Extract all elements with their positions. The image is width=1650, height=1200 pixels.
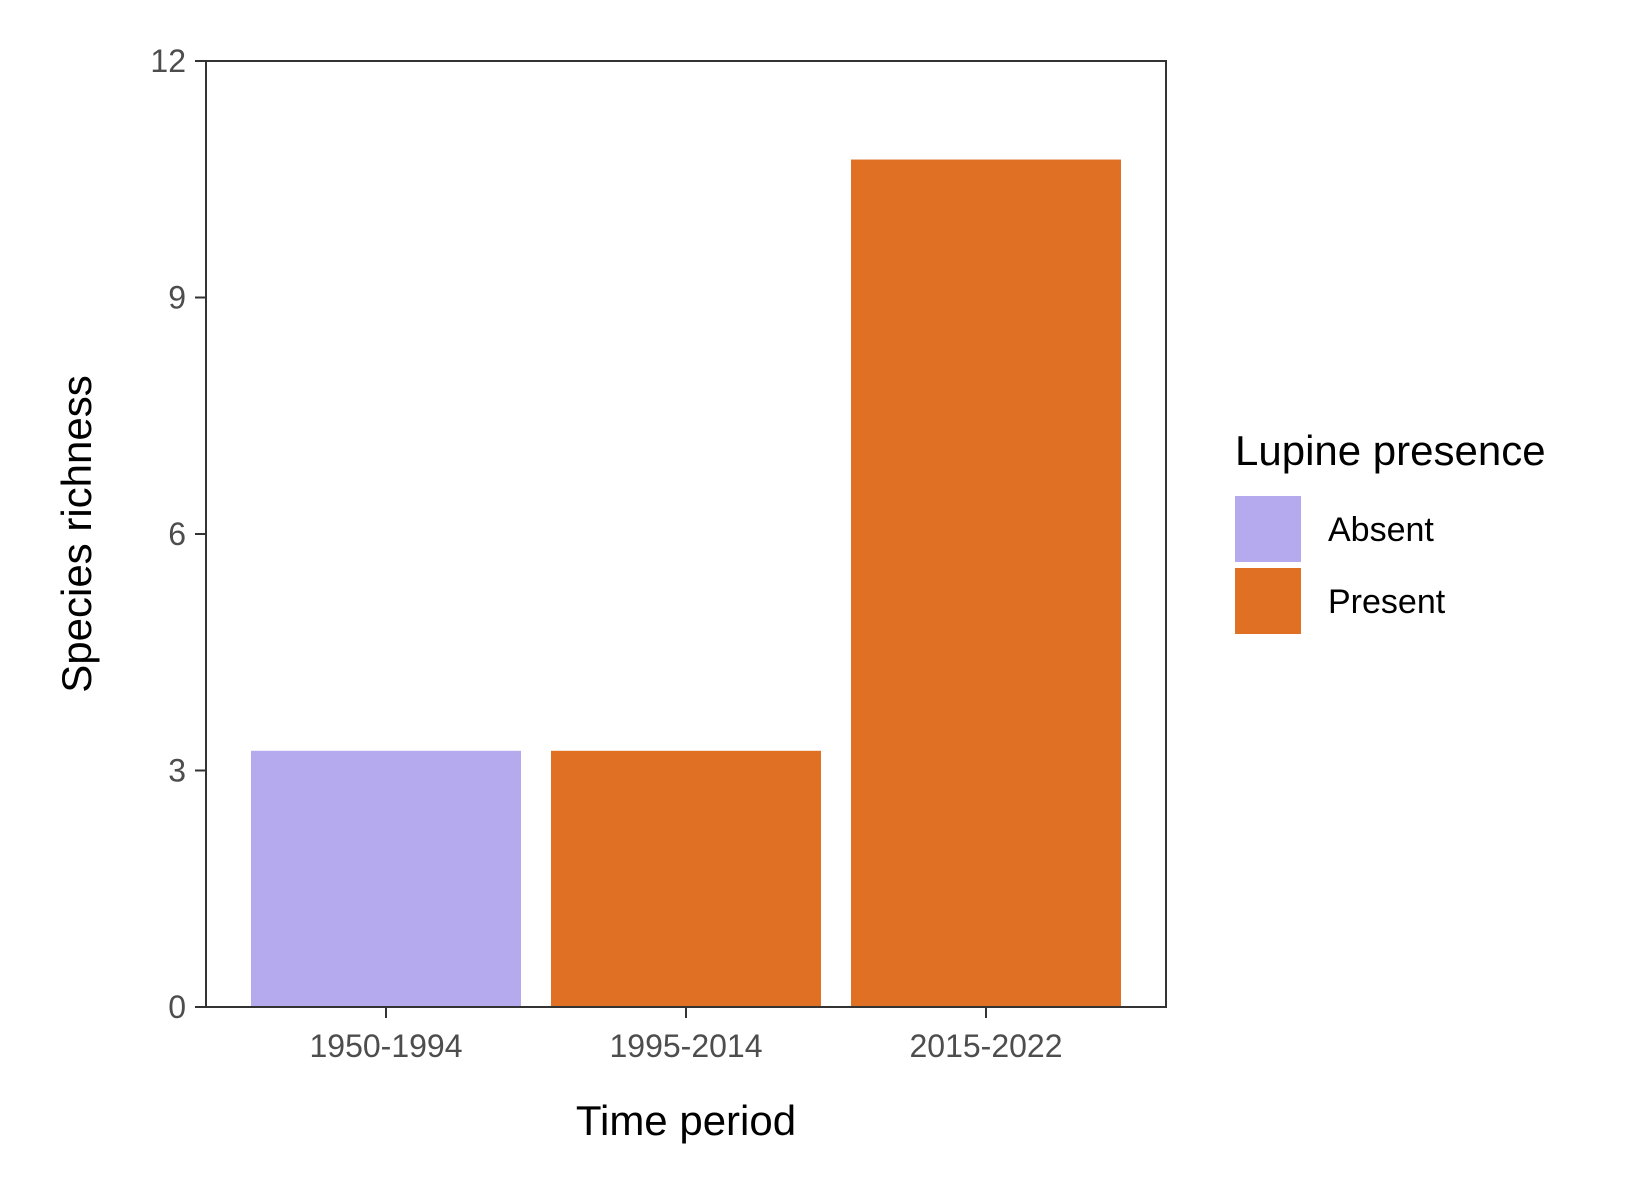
legend-label: Absent [1328,511,1434,549]
x-tick-label: 1995-2014 [609,1028,762,1064]
x-tick-label: 2015-2022 [909,1028,1062,1064]
legend-key-absent [1235,496,1301,562]
legend-key-present [1235,568,1301,634]
x-tick-label: 1950-1994 [309,1028,462,1064]
x-axis: 1950-1994 1995-2014 2015-2022 [309,1007,1063,1064]
y-tick-label: 3 [168,753,186,789]
y-tick-label: 6 [168,516,186,552]
bars-group [251,159,1121,1007]
legend-title: Lupine presence [1235,427,1546,474]
legend-entries: Absent Present [1235,496,1446,634]
y-axis: 0 3 6 9 12 [150,43,206,1025]
y-tick-label: 9 [168,280,186,316]
bar-1995-2014 [551,750,821,1007]
legend-label: Present [1328,583,1446,621]
bar-1950-1994 [251,750,521,1007]
y-tick-label: 12 [150,43,186,79]
legend: Lupine presence Absent Present [1235,427,1546,634]
y-tick-label: 0 [168,989,186,1025]
bar-2015-2022 [851,159,1121,1007]
x-axis-title: Time period [576,1097,796,1144]
y-axis-title: Species richness [53,375,100,692]
